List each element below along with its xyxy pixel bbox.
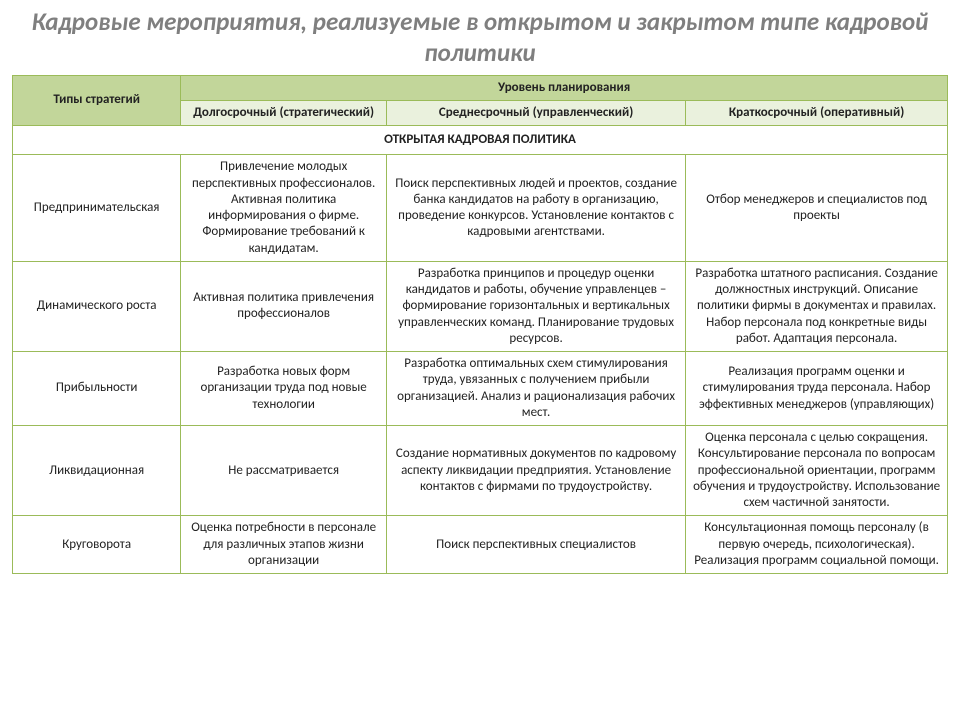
row-long: Не рассматривается [181, 426, 387, 516]
row-short: Отбор менеджеров и специалистов под прое… [686, 155, 948, 262]
row-short: Консультационная помощь персоналу (в пер… [686, 516, 948, 574]
row-short: Разработка штатного расписания. Создание… [686, 261, 948, 351]
row-name: Прибыльности [13, 352, 181, 426]
section-open-policy: ОТКРЫТАЯ КАДРОВАЯ ПОЛИТИКА [13, 126, 948, 155]
row-name: Динамического роста [13, 261, 181, 351]
header-planning-level: Уровень планирования [181, 75, 948, 100]
row-mid: Разработка принципов и процедур оценки к… [386, 261, 685, 351]
row-long: Активная политика привлечения профессион… [181, 261, 387, 351]
row-name: Круговорота [13, 516, 181, 574]
header-long-term: Долгосрочный (стратегический) [181, 100, 387, 125]
policy-table: Типы стратегий Уровень планирования Долг… [12, 75, 948, 575]
row-mid: Поиск перспективных людей и проектов, со… [386, 155, 685, 262]
row-name: Ликвидационная [13, 426, 181, 516]
page-title: Кадровые мероприятия, реализуемые в откр… [12, 4, 948, 75]
row-short: Оценка персонала с целью сокращения. Кон… [686, 426, 948, 516]
table-row: Динамического роста Активная политика пр… [13, 261, 948, 351]
row-mid: Создание нормативных документов по кадро… [386, 426, 685, 516]
row-long: Привлечение молодых перспективных профес… [181, 155, 387, 262]
row-short: Реализация программ оценки и стимулирова… [686, 352, 948, 426]
row-name: Предпринимательская [13, 155, 181, 262]
row-long: Разработка новых форм организации труда … [181, 352, 387, 426]
table-row: Ликвидационная Не рассматривается Создан… [13, 426, 948, 516]
table-row: Предпринимательская Привлечение молодых … [13, 155, 948, 262]
row-mid: Поиск перспективных специалистов [386, 516, 685, 574]
row-long: Оценка потребности в персонале для разли… [181, 516, 387, 574]
row-mid: Разработка оптимальных схем стимулирован… [386, 352, 685, 426]
table-row: Круговорота Оценка потребности в персона… [13, 516, 948, 574]
header-mid-term: Среднесрочный (управленческий) [386, 100, 685, 125]
header-short-term: Краткосрочный (оперативный) [686, 100, 948, 125]
header-strategy-types: Типы стратегий [13, 75, 181, 126]
table-row: Прибыльности Разработка новых форм орган… [13, 352, 948, 426]
